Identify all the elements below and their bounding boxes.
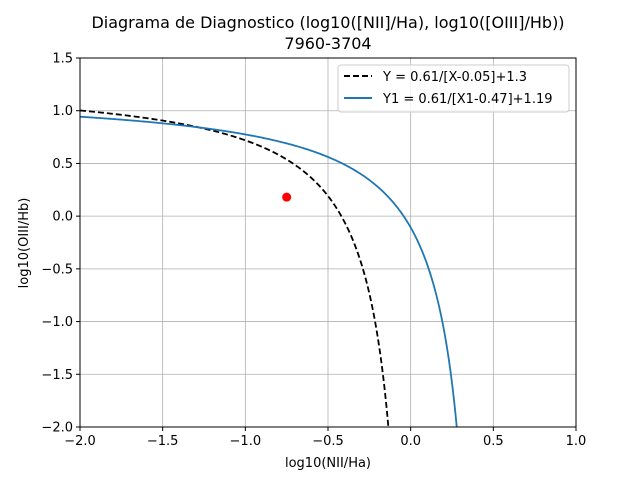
x-tick-label: −2.0: [64, 434, 96, 449]
y-tick-label: −1.5: [41, 368, 73, 383]
y-tick-label: 0.5: [52, 157, 73, 172]
x-tick-label: 0.0: [400, 434, 421, 449]
series-line-0: [79, 109, 390, 428]
curves: [79, 109, 458, 428]
x-tick-label: −1.5: [147, 434, 179, 449]
x-tick-label: 0.5: [483, 434, 504, 449]
y-tick-label: −0.5: [41, 262, 73, 277]
x-axis-label: log10(NII/Ha): [285, 456, 371, 471]
y-axis-label: log10(OIII/Hb): [17, 198, 32, 289]
x-ticks: −2.0 −1.5 −1.0 −0.5 0.0 0.5 1.0: [64, 427, 586, 449]
legend-label-0: Y = 0.61/[X-0.05]+1.3: [382, 70, 527, 85]
grid: [79, 57, 577, 428]
series-line-1: [79, 115, 458, 428]
legend-label-1: Y1 = 0.61/[X1-0.47]+1.19: [382, 92, 553, 107]
legend: Y = 0.61/[X-0.05]+1.3 Y1 = 0.61/[X1-0.47…: [337, 64, 570, 113]
y-tick-label: −2.0: [41, 421, 73, 436]
chart-title: Diagrama de Diagnostico (log10([NII]/Ha)…: [91, 13, 564, 32]
y-tick-label: 0.0: [52, 210, 73, 225]
y-tick-label: 1.0: [52, 104, 73, 119]
y-ticks: −2.0 −1.5 −1.0 −0.5 0.0 0.5 1.0 1.5: [41, 52, 80, 436]
y-tick-label: 1.5: [52, 52, 73, 67]
data-point: [282, 192, 292, 202]
points: [282, 192, 292, 202]
x-tick-label: −1.0: [230, 434, 262, 449]
x-tick-label: −0.5: [312, 434, 344, 449]
y-tick-label: −1.0: [41, 315, 73, 330]
chart-subtitle: 7960-3704: [284, 34, 371, 53]
legend-box: [337, 64, 570, 113]
x-tick-label: 1.0: [566, 434, 587, 449]
